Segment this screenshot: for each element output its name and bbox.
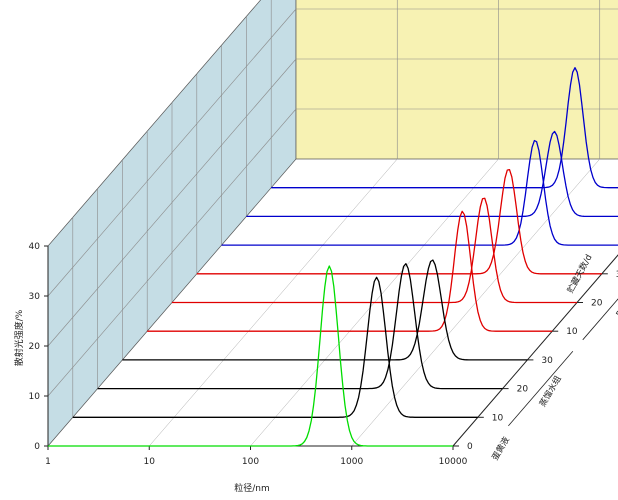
x-tick-label: 10 <box>144 457 156 467</box>
series-line <box>246 130 618 218</box>
depth-tick-label: 20 <box>591 299 603 309</box>
group-label: PHP组 <box>614 291 618 319</box>
series-line <box>122 259 528 361</box>
series-line <box>97 263 503 390</box>
back-wall <box>295 0 618 160</box>
depth-tick-label: 30 <box>541 356 553 366</box>
series-line <box>147 210 553 332</box>
depth-tick-label: 10 <box>492 413 504 423</box>
chart-walls <box>47 0 618 447</box>
series-layer <box>48 67 618 447</box>
group-label: 蛋黄液 <box>490 435 513 463</box>
depth-tick-label: 20 <box>517 385 529 395</box>
depth-tick-label: 0 <box>467 442 473 452</box>
group-bracket <box>582 298 618 341</box>
x-axis-label: 粒径/nm <box>234 482 270 494</box>
depth-tick-label: 10 <box>566 327 578 337</box>
x-tick-label: 10000 <box>439 457 468 467</box>
y-tick-label: 30 <box>29 292 41 302</box>
y-tick-label: 10 <box>29 392 41 402</box>
series-line <box>72 276 478 418</box>
series-line <box>271 67 618 189</box>
y-tick-label: 40 <box>29 242 41 252</box>
series-line <box>172 197 577 304</box>
depth-tick-label: 30 <box>616 270 618 280</box>
group-label: 蒸馏水组 <box>537 373 564 408</box>
y-tick-label: 20 <box>29 342 41 352</box>
series-line <box>196 168 602 275</box>
series-line <box>48 265 453 447</box>
chart-grid <box>47 0 618 447</box>
series-line <box>221 139 618 246</box>
x-tick-label: 1 <box>45 457 51 467</box>
x-tick-label: 1000 <box>340 457 363 467</box>
group-bracket <box>508 351 574 427</box>
y-axis-label: 散射光强度/% <box>13 309 25 366</box>
y-tick-label: 0 <box>34 442 40 452</box>
x-tick-label: 100 <box>242 457 259 467</box>
